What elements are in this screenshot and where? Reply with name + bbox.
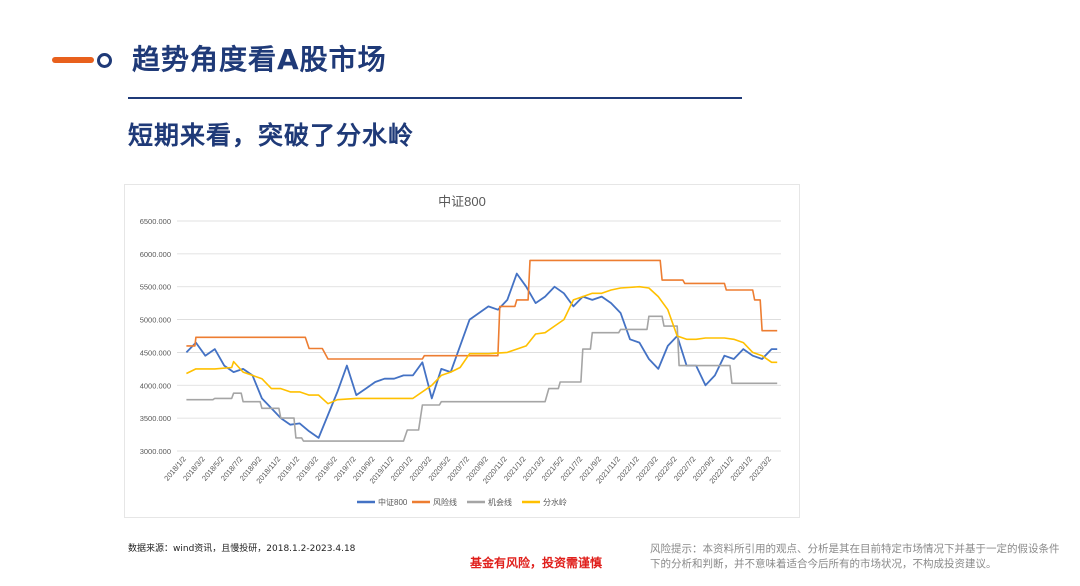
series-line-0	[185, 272, 778, 439]
title-underline	[128, 97, 742, 99]
series-line-2	[186, 315, 778, 442]
y-tick-label: 4000.000	[140, 381, 171, 390]
y-tick-label: 5000.000	[140, 316, 171, 325]
series-line-3	[186, 285, 778, 405]
chart-title: 中证800	[438, 194, 486, 209]
y-tick-label: 6000.000	[140, 250, 171, 259]
legend-label: 风险线	[433, 497, 457, 507]
title-accent-dot	[97, 53, 112, 68]
line-chart: 3000.000 3500.000 4000.000 4500.000 5000.000…	[140, 194, 781, 507]
risk-disclaimer: 风险提示：本资料所引用的观点、分析是其在目前特定市场情况下并基于一定的假设条件下…	[650, 543, 1060, 570]
legend-label: 分水岭	[543, 497, 567, 507]
data-source-note: 数据来源：wind资讯，且慢投研，2018.1.2-2023.4.18	[128, 544, 356, 554]
title-accent-bar	[52, 57, 94, 63]
y-tick-label: 5500.000	[140, 283, 171, 292]
y-tick-label: 3000.000	[140, 447, 171, 456]
y-tick-label: 6500.000	[140, 217, 171, 226]
page-subtitle: 短期来看，突破了分水岭	[128, 121, 415, 150]
chart-container: 3000.000 3500.000 4000.000 4500.000 5000.000…	[124, 184, 800, 518]
y-tick-label: 3500.000	[140, 414, 171, 423]
y-tick-label: 4500.000	[140, 348, 171, 357]
risk-warning: 基金有风险，投资需谨慎	[470, 556, 603, 570]
legend-label: 机会线	[488, 497, 512, 507]
legend-label: 中证800	[378, 497, 408, 507]
series-line-1	[186, 259, 778, 360]
page-title: 趋势角度看A股市场	[132, 43, 387, 76]
